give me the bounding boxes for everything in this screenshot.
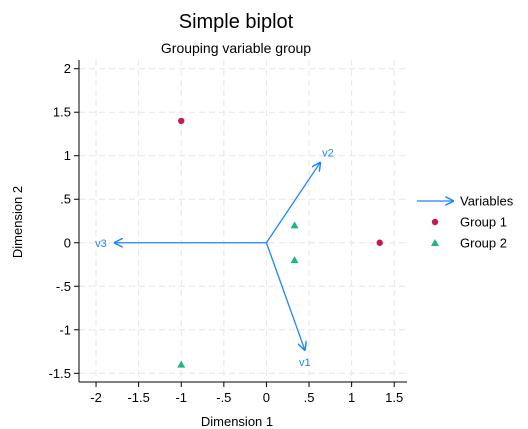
x-tick-label: -.5 (216, 390, 231, 405)
y-tick-label: 2 (64, 61, 71, 76)
legend-label-group-2: Group 2 (460, 236, 507, 251)
y-tick-label: -1.5 (49, 366, 71, 381)
vector-label-v2: v2 (322, 148, 334, 160)
point-group-1 (376, 239, 383, 246)
y-tick-label: 1.5 (53, 105, 71, 120)
vector-v2 (265, 163, 320, 244)
legend: Variables Group 1 Group 2 (417, 194, 514, 251)
x-tick-label: 1 (348, 390, 355, 405)
legend-swatch-group-2 (431, 239, 439, 246)
point-group-2 (177, 360, 186, 368)
point-group-2 (290, 256, 299, 264)
x-axis-title: Dimension 1 (201, 414, 273, 429)
x-tick-label: .5 (304, 390, 315, 405)
y-tick-label: -1 (59, 322, 71, 337)
legend-label-variables: Variables (460, 194, 514, 209)
x-tick-label: -2 (90, 390, 102, 405)
x-tick-label: 1.5 (385, 390, 403, 405)
legend-swatch-group-1 (431, 218, 439, 226)
point-group-1 (178, 117, 185, 125)
x-tick-label: 0 (263, 390, 270, 405)
y-tick-label: -.5 (56, 279, 71, 294)
x-tick-label: -1.5 (127, 390, 149, 405)
vector-v1 (265, 242, 304, 350)
chart-subtitle: Grouping variable group (161, 40, 311, 56)
vector-label-v3: v3 (95, 238, 107, 250)
y-tick-label: .5 (60, 192, 71, 207)
plot-area: -2 -1.5 -1 -.5 0.5 1 1.521.51.50-.5-1-1.5v1v2v… (49, 60, 407, 405)
x-tick-label: -1 (175, 390, 187, 405)
chart-title: Simple biplot (179, 11, 294, 33)
vector-label-v1: v1 (299, 357, 311, 369)
y-tick-label: 1 (64, 148, 71, 163)
y-tick-label: 0 (64, 235, 71, 250)
y-axis-title: Dimension 2 (10, 186, 25, 258)
legend-label-group-1: Group 1 (460, 215, 507, 230)
point-group-2 (290, 221, 299, 229)
